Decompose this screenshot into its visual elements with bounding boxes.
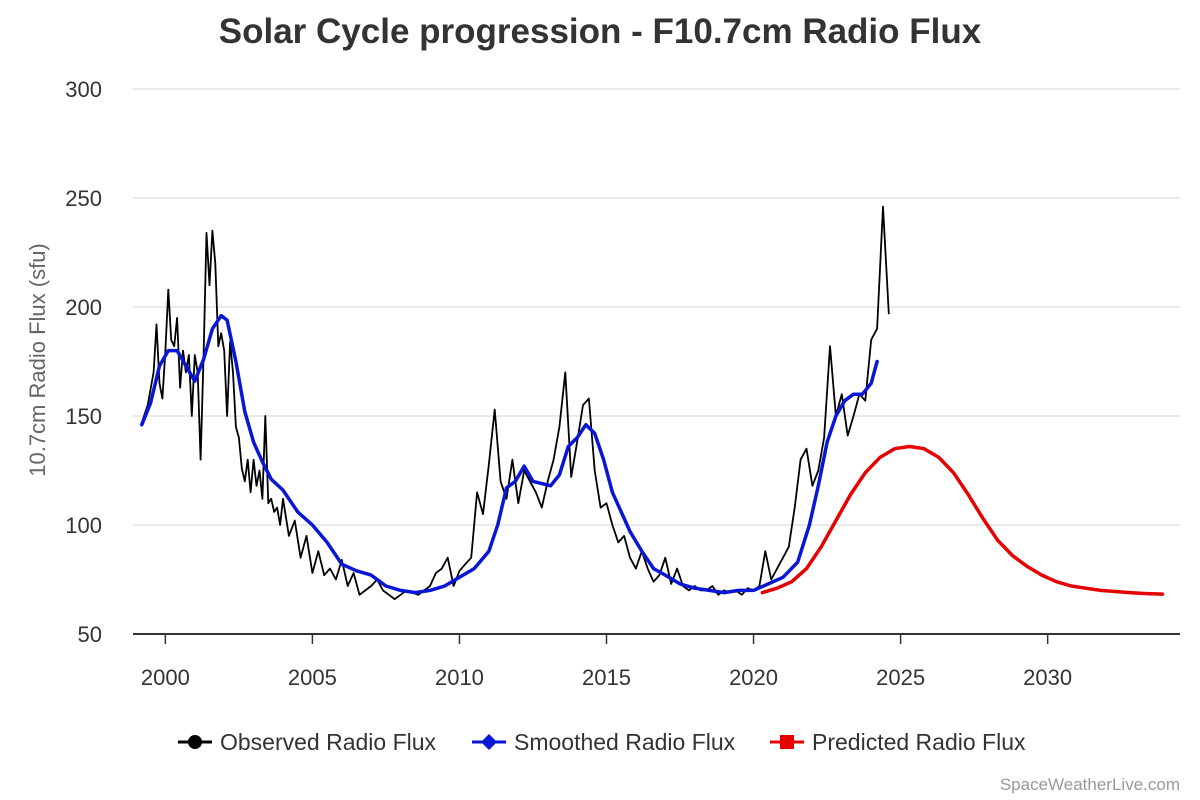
square-marker-icon: [780, 735, 794, 749]
predicted-flux-line: [760, 444, 1165, 596]
chart-title: Solar Cycle progression - F10.7cm Radio …: [219, 12, 982, 51]
series-layer: [140, 205, 1165, 600]
y-axis-title: 10.7cm Radio Flux (sfu): [25, 243, 50, 477]
diamond-marker-icon: [481, 734, 497, 750]
smoothed-flux-line: [140, 313, 879, 595]
x-tick-label: 2020: [729, 665, 778, 690]
y-tick-label: 150: [65, 404, 102, 429]
legend-item[interactable]: Observed Radio Flux: [178, 729, 437, 755]
x-axis-ticks: 2000 2005 2010 2015 2020 2025 2030: [141, 634, 1072, 690]
x-tick-label: 2015: [582, 665, 631, 690]
x-tick-label: 2030: [1023, 665, 1072, 690]
x-tick-label: 2010: [435, 665, 484, 690]
x-tick-label: 2005: [288, 665, 337, 690]
legend-label: Observed Radio Flux: [220, 729, 437, 755]
x-tick-label: 2000: [141, 665, 190, 690]
legend-label: Predicted Radio Flux: [812, 729, 1026, 755]
grid-lines: [133, 88, 1180, 526]
observed-flux-line: [140, 205, 890, 600]
y-tick-label: 200: [65, 295, 102, 320]
y-tick-label: 250: [65, 186, 102, 211]
circle-marker-icon: [188, 735, 202, 749]
y-tick-label: 100: [65, 513, 102, 538]
y-axis-ticks: 50 100 150 200 250 300: [65, 77, 102, 647]
x-tick-label: 2025: [876, 665, 925, 690]
legend: Observed Radio Flux Smoothed Radio Flux Pr…: [178, 729, 1026, 755]
legend-item[interactable]: Smoothed Radio Flux: [472, 729, 736, 755]
y-tick-label: 300: [65, 77, 102, 102]
legend-label: Smoothed Radio Flux: [514, 729, 736, 755]
y-tick-label: 50: [78, 622, 102, 647]
legend-item[interactable]: Predicted Radio Flux: [770, 729, 1026, 755]
credit-text: SpaceWeatherLive.com: [1000, 775, 1180, 794]
